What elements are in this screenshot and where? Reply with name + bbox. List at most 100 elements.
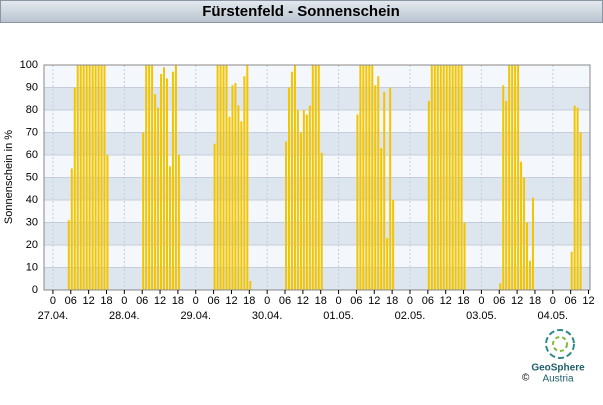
x-date-label: 30.04. bbox=[252, 310, 283, 322]
bar bbox=[163, 67, 166, 290]
bar bbox=[505, 101, 508, 290]
x-date-label: 28.04. bbox=[109, 310, 140, 322]
bar bbox=[511, 65, 514, 290]
x-tick-label: 06 bbox=[350, 295, 362, 307]
bar bbox=[145, 65, 148, 290]
bar bbox=[380, 148, 383, 290]
x-tick-label: 12 bbox=[83, 295, 95, 307]
bar bbox=[463, 222, 466, 290]
bar bbox=[142, 132, 145, 290]
x-tick-label: 18 bbox=[457, 295, 469, 307]
bar bbox=[151, 65, 154, 290]
bar bbox=[219, 65, 222, 290]
x-tick-label: 06 bbox=[207, 295, 219, 307]
bar bbox=[106, 155, 109, 290]
bar bbox=[67, 220, 70, 290]
bar bbox=[216, 65, 219, 290]
bar bbox=[427, 101, 430, 290]
bar bbox=[148, 65, 151, 290]
y-tick-label: 10 bbox=[26, 261, 38, 273]
x-tick-label: 06 bbox=[422, 295, 434, 307]
plot-border bbox=[43, 64, 591, 291]
y-tick-label: 100 bbox=[20, 59, 38, 71]
logo: © GeoSphere Austria bbox=[522, 329, 585, 385]
bar bbox=[213, 143, 216, 290]
bar bbox=[433, 65, 436, 290]
x-tick-label: 12 bbox=[225, 295, 237, 307]
x-tick-label: 06 bbox=[65, 295, 77, 307]
bar bbox=[243, 76, 246, 290]
bar bbox=[570, 251, 573, 290]
x-tick-label: 06 bbox=[493, 295, 505, 307]
bar bbox=[320, 152, 323, 290]
bar bbox=[445, 65, 448, 290]
bar bbox=[222, 65, 225, 290]
bar bbox=[240, 121, 243, 290]
bar bbox=[576, 107, 579, 290]
bar bbox=[246, 65, 249, 290]
bar bbox=[285, 141, 288, 290]
bar bbox=[171, 71, 174, 290]
bar bbox=[73, 87, 76, 290]
bar bbox=[177, 155, 180, 290]
bar bbox=[389, 87, 392, 290]
x-date-label: 01.05. bbox=[323, 310, 354, 322]
bar bbox=[311, 65, 314, 290]
y-tick-label: 60 bbox=[26, 149, 38, 161]
bar bbox=[249, 281, 252, 290]
x-tick-label: 12 bbox=[154, 295, 166, 307]
bar bbox=[234, 83, 237, 290]
x-tick-label: 18 bbox=[172, 295, 184, 307]
x-date-label: 03.05. bbox=[466, 310, 497, 322]
grid-band bbox=[44, 132, 590, 155]
bar bbox=[460, 65, 463, 290]
logo-mark bbox=[552, 336, 568, 352]
x-tick-label: 18 bbox=[386, 295, 398, 307]
y-tick-label: 50 bbox=[26, 171, 38, 183]
bar bbox=[377, 76, 380, 290]
bar bbox=[520, 161, 523, 290]
bar bbox=[290, 71, 293, 290]
bar bbox=[103, 65, 106, 290]
bar bbox=[157, 107, 160, 290]
bar bbox=[79, 65, 82, 290]
x-tick-label: 12 bbox=[297, 295, 309, 307]
grid-band bbox=[44, 200, 590, 223]
bar bbox=[76, 65, 79, 290]
bar bbox=[523, 177, 526, 290]
bar bbox=[457, 65, 460, 290]
bar bbox=[359, 65, 362, 290]
grid-band bbox=[44, 222, 590, 245]
x-tick-label: 0 bbox=[193, 295, 199, 307]
bar bbox=[299, 132, 302, 290]
x-tick-label: 06 bbox=[279, 295, 291, 307]
bar bbox=[231, 85, 234, 290]
y-tick-label: 30 bbox=[26, 216, 38, 228]
bar bbox=[305, 114, 308, 290]
x-tick-label: 0 bbox=[478, 295, 484, 307]
bar bbox=[356, 114, 359, 290]
bar bbox=[430, 65, 433, 290]
bar bbox=[237, 105, 240, 290]
bar bbox=[160, 74, 163, 290]
bar bbox=[371, 65, 374, 290]
x-tick-label: 18 bbox=[243, 295, 255, 307]
bar bbox=[100, 65, 103, 290]
x-tick-label: 06 bbox=[136, 295, 148, 307]
x-date-label: 29.04. bbox=[180, 310, 211, 322]
logo-subname: Austria bbox=[542, 374, 574, 385]
x-tick-label: 12 bbox=[582, 295, 594, 307]
grid-band bbox=[44, 177, 590, 200]
grid-band bbox=[44, 245, 590, 268]
y-tick-label: 20 bbox=[26, 239, 38, 251]
x-tick-label: 18 bbox=[529, 295, 541, 307]
logo-mark bbox=[545, 329, 575, 359]
bar bbox=[165, 78, 168, 290]
bar bbox=[454, 65, 457, 290]
y-axis-label: Sonnenschein in % bbox=[3, 130, 15, 224]
bar bbox=[91, 65, 94, 290]
bar bbox=[439, 65, 442, 290]
copyright: © bbox=[522, 373, 530, 384]
bar bbox=[383, 92, 386, 290]
